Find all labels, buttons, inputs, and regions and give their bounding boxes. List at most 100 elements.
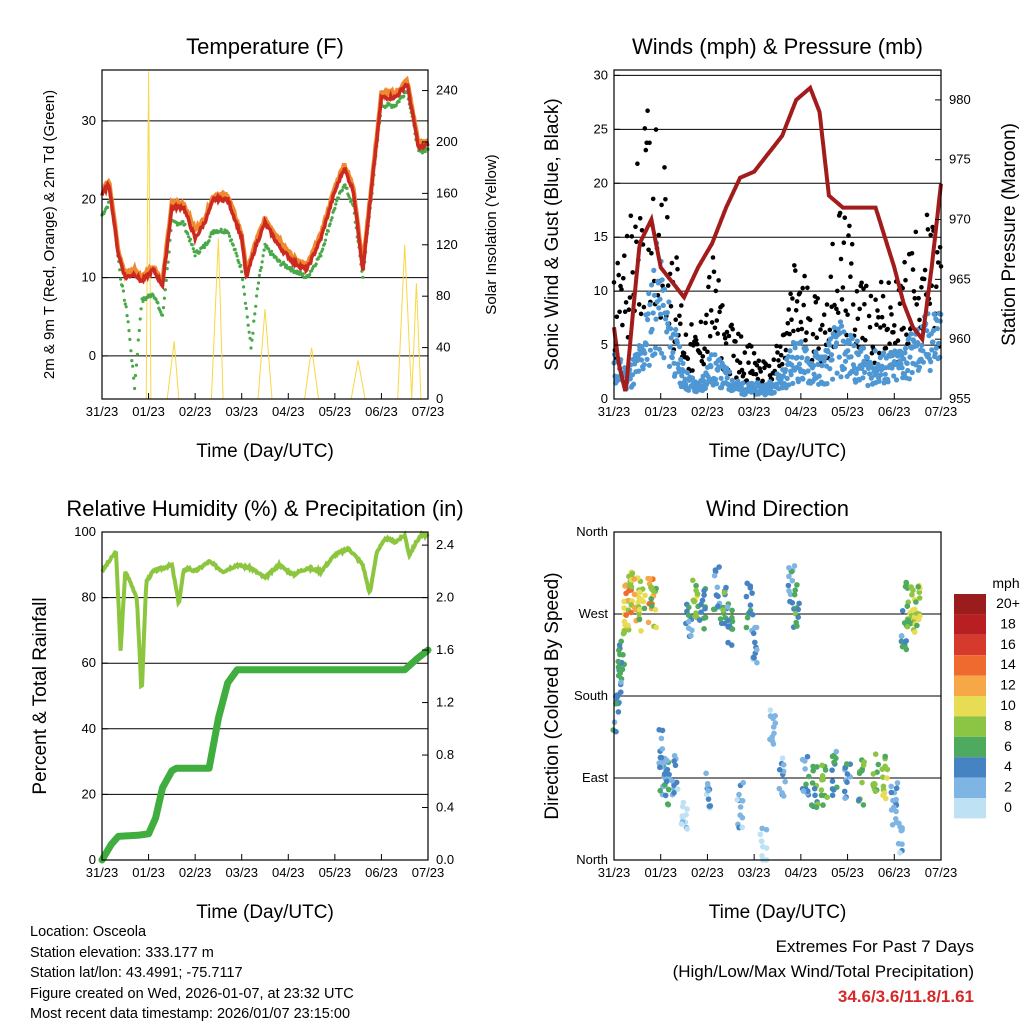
wind-gust-point xyxy=(901,325,906,331)
chart-1: Temperature (F) 0 10 20 30 0 40 80 120 160 200 240 3… xyxy=(41,34,500,462)
direction-point xyxy=(747,602,754,608)
wind-speed-point xyxy=(868,375,874,381)
x-tick-label: 04/23 xyxy=(785,865,818,880)
x-tick-label: 06/23 xyxy=(365,865,398,880)
dewpoint-point xyxy=(237,261,241,265)
legend-label: 20+ xyxy=(996,595,1020,611)
wind-gust-point xyxy=(839,297,845,302)
wind-speed-point xyxy=(643,342,650,348)
wind-gust-point xyxy=(935,250,940,255)
wind-speed-point xyxy=(860,345,867,351)
y-tick-label: 80 xyxy=(82,590,96,605)
wind-gust-point xyxy=(838,256,844,262)
wind-gust-point xyxy=(888,305,893,310)
created-text: Figure created on Wed, 2026-01-07, at 23… xyxy=(30,985,354,1002)
wind-gust-point xyxy=(722,335,728,341)
dewpoint-point xyxy=(120,284,125,288)
wind-speed-point xyxy=(842,358,849,364)
wind-gust-point xyxy=(702,346,707,352)
wind-speed-point xyxy=(916,364,923,370)
direction-point xyxy=(698,609,704,615)
wind-gust-point xyxy=(716,278,721,283)
wind-speed-point xyxy=(680,360,686,366)
wind-gust-point xyxy=(700,354,706,359)
dewpoint-point xyxy=(133,373,138,378)
wind-gust-point xyxy=(820,322,825,328)
wind-speed-point xyxy=(641,362,647,368)
y-right-tick-label: 1.6 xyxy=(436,642,454,657)
legend-swatch xyxy=(954,757,986,778)
wind-speed-point xyxy=(781,381,788,387)
wind-gust-point xyxy=(792,263,797,268)
dewpoint-point xyxy=(231,243,235,247)
direction-point xyxy=(636,589,643,595)
wind-speed-point xyxy=(872,348,878,354)
direction-point xyxy=(683,812,689,818)
direction-point xyxy=(893,796,899,803)
y-tick-label: 25 xyxy=(594,121,608,136)
dewpoint-point xyxy=(159,310,163,314)
wind-gust-point xyxy=(852,327,858,333)
dewpoint-point xyxy=(319,254,323,258)
direction-point xyxy=(776,785,783,792)
wind-gust-point xyxy=(859,280,864,286)
direction-point xyxy=(641,605,648,612)
wind-speed-point xyxy=(865,382,871,389)
wind-gust-point xyxy=(832,302,837,308)
wind-speed-point xyxy=(642,350,648,356)
direction-point xyxy=(785,582,792,589)
latlon-text: Station lat/lon: 43.4991; -75.7117 xyxy=(30,965,243,981)
wind-speed-point xyxy=(724,375,730,381)
direction-point xyxy=(904,603,911,609)
direction-point xyxy=(752,639,758,646)
wind-speed-point xyxy=(657,296,663,302)
direction-point xyxy=(749,590,755,596)
wind-speed-point xyxy=(825,349,831,355)
dewpoint-point xyxy=(265,244,269,248)
wind-speed-point xyxy=(684,370,691,376)
wind-gust-point xyxy=(925,227,931,232)
wind-speed-point xyxy=(933,345,939,351)
dewpoint-point xyxy=(256,281,261,285)
x-tick-label: 01/23 xyxy=(132,865,165,880)
wind-gust-point xyxy=(928,232,933,238)
direction-point xyxy=(699,597,706,604)
wind-speed-point xyxy=(657,311,664,317)
x-tick-label: 31/23 xyxy=(86,404,119,419)
wind-speed-point xyxy=(649,326,655,332)
wind-gust-point xyxy=(892,323,897,328)
wind-speed-point xyxy=(805,368,811,374)
direction-point xyxy=(888,783,894,790)
x-tick-label: 07/23 xyxy=(925,404,958,419)
y-right-tick-label: 2.0 xyxy=(436,590,454,605)
dewpoint-point xyxy=(202,245,207,250)
wind-speed-point xyxy=(878,372,884,378)
x-tick-label: 07/23 xyxy=(412,865,445,880)
wind-gust-point xyxy=(903,277,908,283)
dewpoint-point xyxy=(151,293,155,297)
y-right-axis-label: Station Pressure (Maroon) xyxy=(999,123,1020,346)
y-tick-label: East xyxy=(582,770,608,785)
wind-gust-point xyxy=(803,338,808,343)
x-axis-label: Time (Day/UTC) xyxy=(196,441,334,462)
wind-speed-point xyxy=(834,370,840,376)
direction-point xyxy=(870,771,877,777)
y-right-tick-label: 120 xyxy=(436,237,458,252)
direction-point xyxy=(770,715,776,722)
direction-point xyxy=(746,609,753,616)
wind-gust-point xyxy=(706,284,711,290)
direction-point xyxy=(672,762,679,769)
y-tick-label: North xyxy=(576,852,608,867)
x-axis-label: Time (Day/UTC) xyxy=(709,441,847,462)
dewpoint-point xyxy=(328,222,332,226)
wind-speed-point xyxy=(899,365,905,371)
wind-speed-point xyxy=(841,329,847,335)
wind-gust-point xyxy=(619,287,624,292)
direction-point xyxy=(856,796,862,803)
wind-speed-point xyxy=(670,349,676,355)
wind-speed-point xyxy=(653,316,659,322)
direction-point xyxy=(673,779,680,786)
dewpoint-point xyxy=(136,338,140,342)
wind-gust-point xyxy=(642,126,648,131)
